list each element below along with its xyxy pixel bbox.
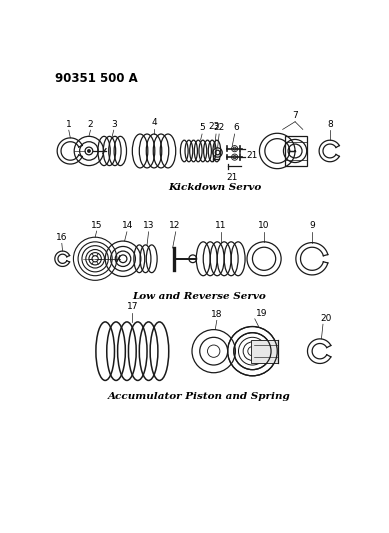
Text: 9: 9	[309, 221, 315, 230]
Text: 5: 5	[199, 124, 205, 133]
Text: 15: 15	[91, 221, 102, 230]
Text: 18: 18	[211, 310, 223, 319]
Text: 11: 11	[215, 221, 226, 230]
Text: 3: 3	[111, 119, 117, 128]
Text: 22: 22	[214, 124, 225, 133]
Text: 10: 10	[258, 221, 270, 230]
Text: Low and Reverse Servo: Low and Reverse Servo	[132, 292, 266, 301]
Text: 14: 14	[122, 221, 133, 230]
Text: 1: 1	[66, 119, 72, 128]
Text: 13: 13	[143, 221, 154, 230]
Text: 90351 500 A: 90351 500 A	[55, 72, 138, 85]
Text: Accumulator Piston and Spring: Accumulator Piston and Spring	[108, 392, 290, 401]
Bar	[251, 340, 278, 363]
Text: 20: 20	[321, 314, 332, 322]
Text: 21: 21	[227, 173, 238, 182]
Text: 4: 4	[151, 118, 157, 127]
Circle shape	[88, 149, 91, 152]
Text: 8: 8	[327, 119, 333, 128]
Text: 2: 2	[88, 119, 93, 128]
Text: 21: 21	[246, 151, 258, 160]
Text: 7: 7	[292, 111, 298, 120]
Text: 16: 16	[56, 233, 68, 242]
Text: Kickdown Servo: Kickdown Servo	[168, 183, 262, 192]
Bar	[285, 135, 307, 166]
Text: 19: 19	[256, 309, 268, 318]
Text: 17: 17	[126, 302, 138, 311]
Text: 6: 6	[233, 124, 239, 133]
Text: 23: 23	[209, 122, 220, 131]
Text: 12: 12	[168, 221, 180, 230]
